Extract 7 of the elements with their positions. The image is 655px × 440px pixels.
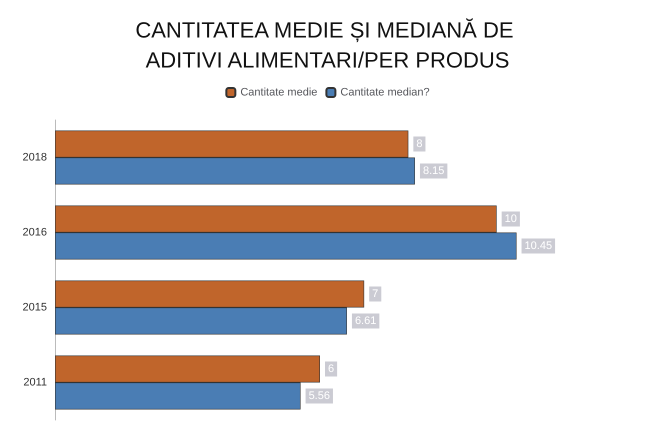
y-tick-label: 2016 xyxy=(22,226,47,238)
y-tick-label: 2015 xyxy=(22,302,47,314)
chart-title: CANTITATEA MEDIE ȘI MEDIANĂ DE ADITIVI ALIMENTARI/PER PRODUS xyxy=(135,18,520,72)
y-tick-label: 2011 xyxy=(23,376,47,388)
legend-label: Cantitate median? xyxy=(340,86,430,98)
y-tick-label: 2018 xyxy=(22,152,47,164)
legend-label: Cantitate medie xyxy=(240,86,318,98)
